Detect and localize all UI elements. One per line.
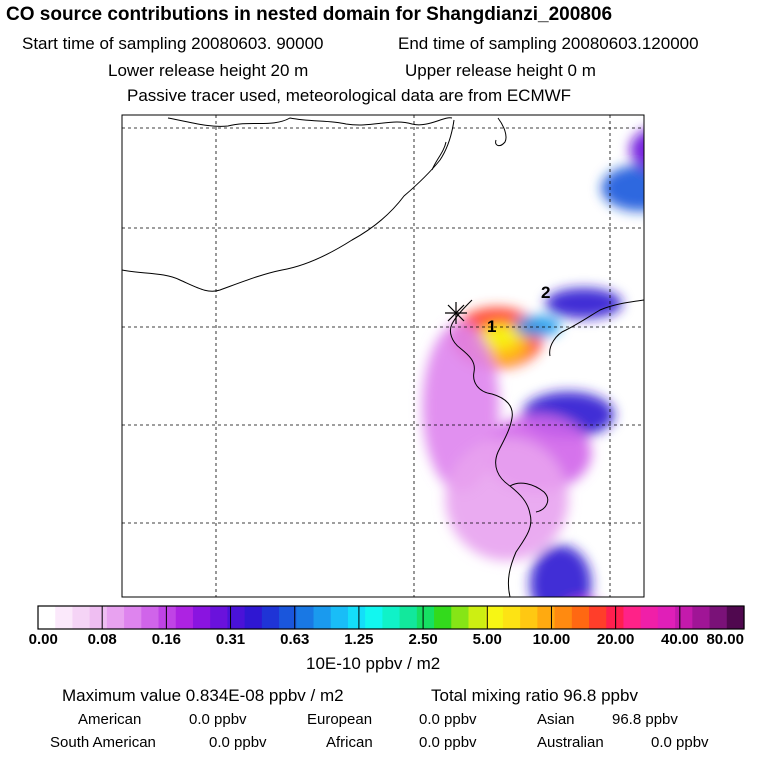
colorbar-cell — [434, 606, 452, 629]
region-name-australian: Australian — [537, 734, 604, 751]
colorbar-cell — [261, 606, 280, 629]
region-value-asian: 96.8 ppbv — [612, 711, 678, 728]
colorbar-cell — [726, 606, 745, 629]
concentration-blob — [529, 545, 592, 597]
concentration-field — [422, 130, 644, 597]
region-name-african: African — [326, 734, 373, 751]
colorbar-cell — [192, 606, 211, 629]
lower-release-height: Lower release height 20 m — [108, 61, 309, 80]
maximum-value: Maximum value 0.834E-08 ppbv / m2 — [62, 686, 344, 705]
colorbar-tick-label: 0.63 — [280, 631, 310, 648]
colorbar-cells — [38, 606, 745, 629]
sampling-start-time: Start time of sampling 20080603. 90000 — [22, 34, 324, 53]
colorbar-cell — [279, 606, 297, 629]
colorbar-cell — [451, 606, 470, 629]
region-name-european: European — [307, 711, 373, 728]
colorbar-cell — [38, 606, 56, 629]
colorbar-tick-label: 2.50 — [408, 631, 438, 648]
colorbar-tick-label: 10.00 — [532, 631, 571, 648]
concentration-blob — [445, 437, 569, 561]
colorbar-cell — [520, 606, 538, 629]
release-site-star-icon — [445, 302, 467, 324]
colorbar-tick-label: 0.16 — [151, 631, 181, 648]
colorbar-cell — [330, 606, 349, 629]
map-grid — [122, 115, 644, 597]
concentration-blob — [545, 288, 623, 319]
region-value-european: 0.0 ppbv — [419, 711, 477, 728]
colorbar-tick-label: 20.00 — [596, 631, 635, 648]
colorbar-cell — [502, 606, 521, 629]
colorbar-cell — [296, 606, 315, 629]
colorbar-tick-label: 0.31 — [215, 631, 246, 648]
colorbar-cell — [554, 606, 573, 629]
region-name-asian: Asian — [537, 711, 575, 728]
region-value-african: 0.0 ppbv — [419, 734, 477, 751]
total-mixing-ratio: Total mixing ratio 96.8 ppbv — [431, 686, 638, 705]
sampling-end-time: End time of sampling 20080603.120000 — [398, 34, 699, 53]
colorbar-cell — [158, 606, 177, 629]
concentration-blob — [483, 324, 518, 349]
colorbar-cell — [124, 606, 142, 629]
colorbar-cell — [571, 606, 590, 629]
colorbar-cell — [106, 606, 125, 629]
tracer-note: Passive tracer used, meteorological data… — [127, 86, 572, 105]
colorbar-dividers — [101, 606, 681, 629]
colorbar-cell — [589, 606, 607, 629]
colorbar-tick-label: 40.00 — [661, 631, 699, 648]
region-value-south-american: 0.0 ppbv — [209, 734, 267, 751]
colorbar-cell — [244, 606, 263, 629]
region-name-american: American — [78, 711, 142, 728]
colorbar-cell — [485, 606, 504, 629]
colorbar-cell — [640, 606, 659, 629]
colorbar-unit: 10E-10 ppbv / m2 — [306, 654, 441, 673]
map-frame — [121, 114, 645, 598]
colorbar-cell — [365, 606, 383, 629]
station-marker-2: 2 — [541, 283, 550, 302]
colorbar-cell — [657, 606, 676, 629]
concentration-blob — [629, 130, 644, 170]
colorbar-tick-label: 0.08 — [87, 631, 117, 648]
colorbar-cell — [347, 606, 366, 629]
colorbar-cell — [141, 606, 160, 629]
colorbar-cell — [623, 606, 642, 629]
colorbar-tick-label: 5.00 — [472, 631, 502, 648]
colorbar-cell — [537, 606, 556, 629]
coastline — [121, 117, 645, 598]
colorbar-cell — [416, 606, 435, 629]
colorbar-cell — [399, 606, 418, 629]
region-value-american: 0.0 ppbv — [189, 711, 247, 728]
colorbar-tick-label: 80.00 — [706, 631, 744, 648]
colorbar-tick-label: 0.00 — [28, 631, 58, 648]
colorbar-cell — [382, 606, 401, 629]
colorbar-cell — [227, 606, 246, 629]
location-markers: 1 2 — [445, 283, 550, 336]
colorbar-cell — [55, 606, 74, 629]
concentration-blob — [514, 315, 561, 338]
colorbar-cell — [675, 606, 693, 629]
colorbar-cell — [709, 606, 728, 629]
colorbar-cell — [313, 606, 332, 629]
colorbar-cell — [175, 606, 194, 629]
chart-title: CO source contributions in nested domain… — [6, 4, 613, 25]
region-value-australian: 0.0 ppbv — [651, 734, 709, 751]
colorbar-cell — [468, 606, 487, 629]
colorbar-cell — [89, 606, 108, 629]
upper-release-height: Upper release height 0 m — [405, 61, 596, 80]
colorbar-cell — [72, 606, 91, 629]
colorbar-frame — [37, 605, 745, 630]
colorbar-cell — [692, 606, 711, 629]
station-marker-1: 1 — [487, 317, 496, 336]
colorbar-tick-label: 1.25 — [344, 631, 374, 648]
concentration-blob — [601, 165, 644, 212]
colorbar-cell — [210, 606, 229, 629]
region-name-south-american: South American — [50, 734, 156, 751]
